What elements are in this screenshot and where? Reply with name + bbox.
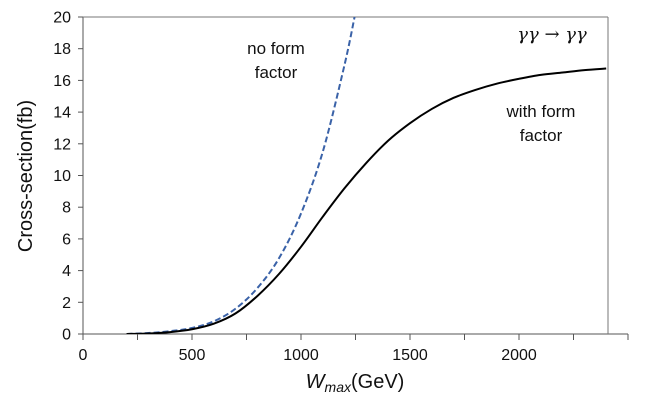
- x-axis-title-sub: max: [325, 379, 352, 395]
- x-tick-label: 0: [79, 347, 88, 364]
- y-tick-label: 2: [62, 295, 71, 312]
- y-tick-label: 0: [62, 327, 71, 344]
- y-axis-title: Cross-section(fb): [15, 100, 37, 252]
- y-tick-label: 20: [53, 10, 71, 27]
- x-tick-label: 1000: [283, 347, 319, 364]
- series-label-with-form-factor-line1: with form: [506, 102, 576, 121]
- y-tick-label: 16: [53, 73, 71, 90]
- series-label-no-form-factor-line1: no form: [247, 39, 305, 58]
- y-tick-label: 14: [53, 105, 71, 122]
- y-tick-label: 8: [62, 200, 71, 217]
- x-tick-label: 1500: [392, 347, 428, 364]
- y-tick-label: 10: [53, 168, 71, 185]
- process-label: γγ → γγ: [517, 24, 587, 45]
- y-tick-label: 4: [62, 263, 71, 280]
- series-line-no-form-factor: [126, 17, 356, 334]
- y-tick-label: 18: [53, 41, 71, 58]
- series-label-with-form-factor-line2: factor: [520, 126, 563, 145]
- labels: Cross-section(fb) Wmax(GeV) γγ → γγ no f…: [15, 24, 587, 395]
- y-tick-label: 12: [53, 136, 71, 153]
- x-axis-title-unit: (GeV): [351, 371, 404, 393]
- x-axis-title: Wmax(GeV): [306, 371, 405, 395]
- ticks: 0 2 4 6 8 10 12 14 16 18 20 0 500 1000 1500 2000: [53, 10, 629, 364]
- x-tick-label: 500: [179, 347, 206, 364]
- series-line-with-form-factor: [126, 67, 607, 334]
- x-axis-title-main: W: [306, 371, 327, 393]
- series: [126, 17, 607, 334]
- x-tick-label: 2000: [501, 347, 537, 364]
- series-label-no-form-factor-line2: factor: [255, 63, 298, 82]
- y-tick-label: 6: [62, 231, 71, 248]
